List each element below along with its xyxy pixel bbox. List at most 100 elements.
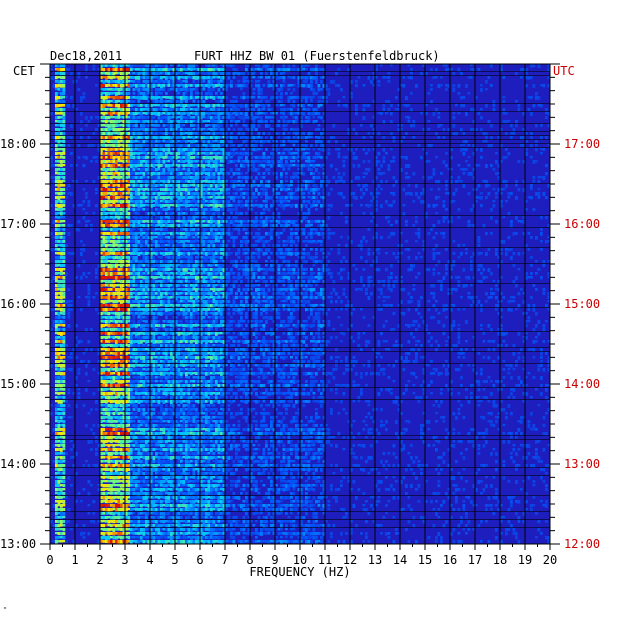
spectrogram-cell bbox=[255, 268, 258, 271]
spectrogram-cell bbox=[180, 192, 183, 196]
spectrogram-cell bbox=[215, 208, 218, 212]
spectrogram-cell bbox=[137, 204, 141, 208]
spectrogram-cell bbox=[220, 120, 223, 124]
spectrogram-cell bbox=[280, 172, 283, 176]
spectrogram-cell bbox=[55, 192, 58, 195]
spectrogram-cell bbox=[152, 244, 156, 247]
spectrogram-cell bbox=[217, 232, 221, 235]
spectrogram-cell bbox=[140, 148, 143, 152]
spectrogram-cell bbox=[202, 80, 206, 83]
spectrogram-cell bbox=[400, 140, 403, 143]
spectrogram-cell bbox=[315, 92, 318, 95]
spectrogram-cell bbox=[192, 88, 196, 91]
spectrogram-cell bbox=[210, 172, 213, 176]
spectrogram-cell bbox=[137, 248, 141, 251]
spectrogram-cell bbox=[107, 160, 111, 163]
spectrogram-cell bbox=[140, 220, 143, 223]
spectrogram-cell bbox=[240, 148, 243, 151]
spectrogram-cell bbox=[112, 104, 116, 108]
spectrogram-cell bbox=[182, 216, 186, 220]
spectrogram-cell bbox=[375, 160, 378, 164]
spectrogram-cell bbox=[470, 76, 473, 79]
spectrogram-cell bbox=[105, 172, 108, 176]
spectrogram-cell bbox=[65, 196, 68, 199]
spectrogram-cell bbox=[132, 168, 136, 172]
spectrogram-cell bbox=[65, 104, 68, 107]
spectrogram-cell bbox=[142, 124, 146, 128]
spectrogram-cell bbox=[100, 168, 103, 171]
spectrogram-cell bbox=[262, 156, 266, 160]
spectrogram-cell bbox=[180, 120, 183, 124]
spectrogram-cell bbox=[525, 84, 528, 88]
spectrogram-cell bbox=[480, 128, 483, 132]
spectrogram-cell bbox=[170, 132, 173, 135]
spectrogram-cell bbox=[287, 136, 291, 140]
spectrogram-cell bbox=[162, 100, 166, 103]
spectrogram-cell bbox=[190, 232, 193, 236]
spectrogram-cell bbox=[205, 192, 208, 195]
spectrogram-cell bbox=[157, 268, 161, 272]
spectrogram-cell bbox=[242, 84, 246, 88]
spectrogram-cell bbox=[120, 260, 123, 264]
spectrogram-cell bbox=[60, 216, 63, 219]
spectrogram-cell bbox=[347, 148, 351, 151]
spectrogram-cell bbox=[225, 96, 228, 100]
spectrogram-cell bbox=[172, 264, 176, 268]
spectrogram-cell bbox=[525, 244, 528, 248]
spectrogram-cell bbox=[490, 208, 493, 212]
spectrogram-cell bbox=[145, 192, 148, 195]
spectrogram-cell bbox=[287, 260, 291, 264]
spectrogram-cell bbox=[257, 88, 261, 92]
spectrogram-cell bbox=[375, 176, 378, 180]
spectrogram-cell bbox=[327, 148, 331, 152]
spectrogram-cell bbox=[222, 148, 226, 152]
spectrogram-cell bbox=[200, 140, 203, 143]
spectrogram-cell bbox=[507, 212, 511, 216]
spectrogram-cell bbox=[215, 72, 218, 76]
spectrogram-cell bbox=[175, 76, 178, 79]
spectrogram-cell bbox=[210, 104, 213, 108]
spectrogram-cell bbox=[145, 196, 148, 199]
spectrogram-cell bbox=[160, 148, 163, 151]
spectrogram-cell bbox=[140, 68, 143, 72]
spectrogram-cell bbox=[230, 124, 233, 127]
spectrogram-cell bbox=[345, 244, 348, 248]
spectrogram-cell bbox=[170, 224, 173, 228]
spectrogram-cell bbox=[110, 192, 113, 196]
spectrogram-cell bbox=[445, 192, 448, 195]
spectrogram-cell bbox=[170, 116, 173, 119]
spectrogram-cell bbox=[115, 76, 118, 79]
spectrogram-cell bbox=[375, 164, 378, 167]
spectrogram-cell bbox=[227, 136, 231, 139]
spectrogram-cell bbox=[87, 220, 91, 223]
spectrogram-cell bbox=[317, 148, 321, 151]
spectrogram-cell bbox=[512, 252, 516, 256]
spectrogram-cell bbox=[377, 192, 381, 195]
spectrogram-cell bbox=[352, 128, 356, 132]
spectrogram-cell bbox=[507, 236, 511, 240]
spectrogram-cell bbox=[160, 128, 163, 131]
spectrogram-cell bbox=[182, 212, 186, 215]
spectrogram-cell bbox=[152, 140, 156, 144]
spectrogram-cell bbox=[142, 84, 146, 88]
spectrogram-cell bbox=[217, 240, 221, 243]
spectrogram-cell bbox=[100, 68, 103, 71]
spectrogram-cell bbox=[202, 116, 206, 119]
spectrogram-cell bbox=[515, 232, 518, 235]
spectrogram-cell bbox=[112, 244, 116, 248]
spectrogram-cell bbox=[127, 160, 131, 164]
spectrogram-cell bbox=[165, 192, 168, 195]
spectrogram-cell bbox=[475, 200, 478, 203]
spectrogram-cell bbox=[210, 240, 213, 244]
spectrogram-cell bbox=[107, 120, 111, 123]
spectrogram-cell bbox=[290, 192, 293, 196]
spectrogram-cell bbox=[107, 244, 111, 247]
spectrogram-cell bbox=[180, 160, 183, 164]
spectrogram-cell bbox=[142, 256, 146, 260]
spectrogram-cell bbox=[175, 248, 178, 252]
spectrogram-cell bbox=[292, 116, 296, 119]
spectrogram-cell bbox=[170, 140, 173, 144]
spectrogram-cell bbox=[137, 64, 141, 67]
spectrogram-cell bbox=[237, 132, 241, 136]
spectrogram-cell bbox=[60, 168, 63, 171]
